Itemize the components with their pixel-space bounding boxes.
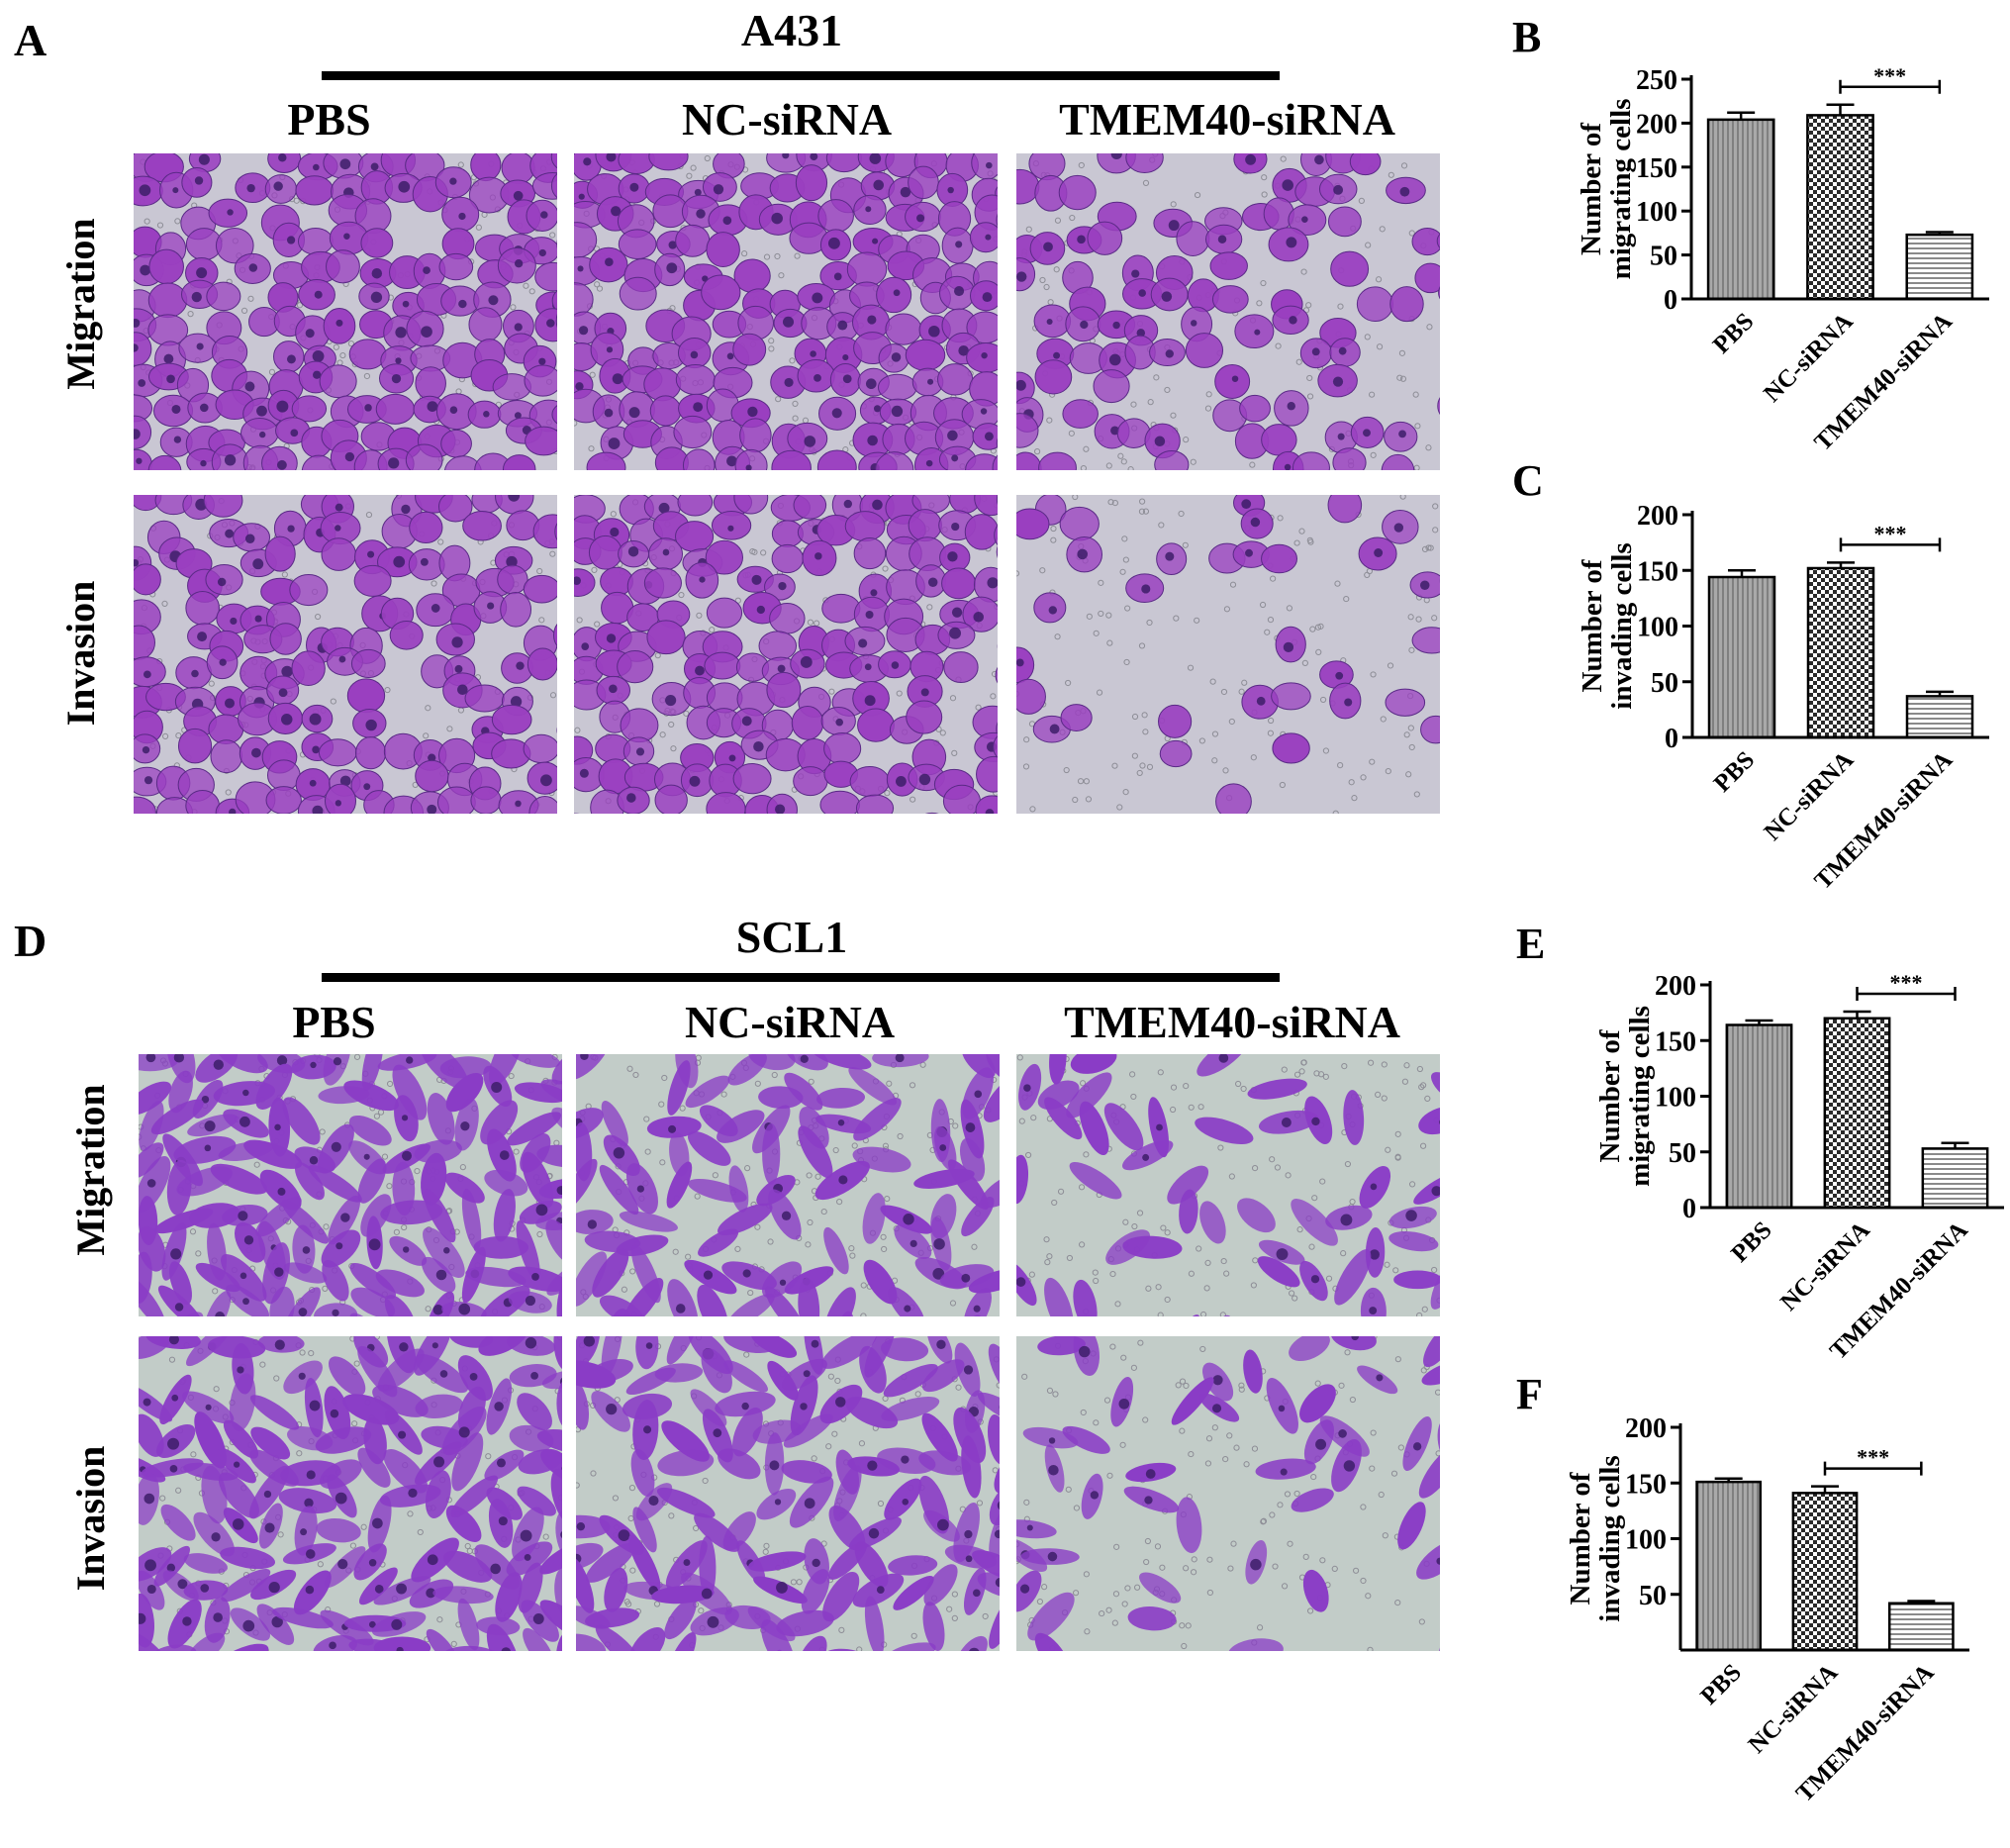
- bar: [1905, 233, 1974, 301]
- bar: [1725, 1023, 1793, 1210]
- x-tick-label: PBS: [1709, 746, 1761, 798]
- y-tick-label: 0: [1664, 285, 1677, 316]
- column-label-pbs: PBS: [292, 997, 376, 1047]
- x-tick-label: NC-siRNA: [1760, 746, 1860, 846]
- y-tick-label: 200: [1636, 109, 1677, 140]
- micrograph-scl1-migration-tmem40-sirna: [1016, 1054, 1440, 1316]
- x-tick-label: PBS: [1708, 308, 1760, 359]
- y-tick-label: 100: [1655, 1083, 1696, 1114]
- bar: [1707, 575, 1776, 739]
- panel-letter-f: F: [1516, 1370, 1543, 1418]
- micrograph-a431-invasion-pbs: [134, 495, 557, 814]
- column-label-nc-sirna: NC-siRNA: [681, 94, 893, 145]
- y-tick-label: 200: [1637, 501, 1678, 532]
- bar: [1791, 1492, 1859, 1652]
- y-tick-label: 100: [1625, 1525, 1667, 1556]
- significance-label: ***: [1857, 1445, 1889, 1470]
- panel-letter-a: A: [14, 15, 48, 65]
- y-axis-label: Number ofmigrating cells: [1576, 99, 1637, 280]
- micrograph-a431-invasion-tmem40-sirna: [1016, 495, 1440, 814]
- x-tick-label: NC-siRNA: [1744, 1659, 1844, 1759]
- y-tick-label: 50: [1669, 1138, 1696, 1169]
- bar: [1887, 1602, 1955, 1652]
- micrograph-scl1-invasion-pbs: [139, 1336, 562, 1651]
- y-tick-label: 0: [1665, 724, 1678, 754]
- panel-letter-c: C: [1512, 456, 1544, 505]
- x-tick-label: PBS: [1726, 1216, 1777, 1268]
- x-tick-label: PBS: [1695, 1659, 1747, 1710]
- panel-letter-b: B: [1512, 13, 1541, 61]
- row-label-migration: Migration: [58, 218, 103, 390]
- bar: [1806, 566, 1875, 739]
- column-label-tmem40-sirna: TMEM40-siRNA: [1064, 997, 1400, 1047]
- y-tick-label: 150: [1625, 1469, 1667, 1500]
- x-tick-label: NC-siRNA: [1759, 308, 1859, 408]
- micrograph-a431-migration-pbs: [134, 153, 557, 470]
- micrograph-scl1-invasion-nc-sirna: [576, 1336, 1000, 1651]
- y-axis-label: Number ofinvading cells: [1565, 1455, 1626, 1621]
- y-axis-label: Number ofmigrating cells: [1594, 1006, 1656, 1187]
- y-tick-label: 100: [1636, 197, 1677, 228]
- y-tick-label: 0: [1682, 1194, 1696, 1224]
- bar: [1695, 1480, 1763, 1652]
- significance-label: ***: [1873, 63, 1906, 88]
- y-tick-label: 50: [1639, 1581, 1667, 1611]
- significance-label: ***: [1890, 970, 1923, 995]
- cell-line-bar-scl1: [322, 973, 1280, 982]
- micrograph-a431-invasion-nc-sirna: [574, 495, 998, 814]
- y-tick-label: 100: [1637, 613, 1678, 643]
- y-tick-label: 250: [1636, 65, 1677, 96]
- x-tick-label: NC-siRNA: [1775, 1216, 1875, 1316]
- column-label-pbs: PBS: [287, 94, 371, 145]
- y-tick-label: 150: [1655, 1026, 1696, 1057]
- cell-line-title-scl1: SCL1: [735, 912, 848, 962]
- significance-label: ***: [1874, 521, 1907, 545]
- column-label-tmem40-sirna: TMEM40-siRNA: [1059, 94, 1395, 145]
- row-label-invasion: Invasion: [68, 1445, 113, 1592]
- row-label-invasion: Invasion: [58, 580, 103, 727]
- micrograph-a431-migration-tmem40-sirna: [1016, 153, 1440, 470]
- y-tick-label: 200: [1625, 1413, 1667, 1444]
- chart-panel-e: E 0 50 100 150 200 Number ofmigrating cells PBS…: [1504, 920, 2010, 1396]
- micrograph-scl1-migration-pbs: [139, 1054, 562, 1316]
- row-label-migration: Migration: [68, 1084, 113, 1256]
- y-tick-label: 50: [1651, 668, 1678, 699]
- panel-letter-e: E: [1516, 920, 1545, 968]
- y-axis-label: Number ofinvading cells: [1577, 542, 1638, 709]
- chart-panel-b: B 0 50 100 150 200 250 Number ofmigrating cells…: [1504, 0, 2010, 465]
- micrograph-a431-migration-nc-sirna: [574, 153, 998, 470]
- cell-line-title-a431: A431: [740, 5, 843, 55]
- bar: [1905, 695, 1974, 739]
- bar: [1823, 1017, 1891, 1210]
- y-tick-label: 150: [1636, 153, 1677, 184]
- bar: [1921, 1147, 1989, 1210]
- micrograph-scl1-invasion-tmem40-sirna: [1016, 1336, 1440, 1651]
- y-tick-label: 150: [1637, 556, 1678, 587]
- y-tick-label: 200: [1655, 971, 1696, 1002]
- column-label-nc-sirna: NC-siRNA: [684, 997, 896, 1047]
- bar: [1806, 114, 1874, 301]
- micrograph-scl1-migration-nc-sirna: [576, 1054, 1000, 1316]
- y-tick-label: 50: [1650, 242, 1677, 272]
- chart-panel-c: C 0 50 100 150 200 Number ofinvading cells PBS N…: [1504, 436, 2010, 930]
- panel-letter-d: D: [14, 916, 48, 966]
- bar: [1706, 118, 1775, 301]
- chart-panel-f: F 50 100 150 200 Number ofinvading cells PBS NC…: [1504, 1366, 2010, 1848]
- cell-line-bar-a431: [322, 71, 1280, 80]
